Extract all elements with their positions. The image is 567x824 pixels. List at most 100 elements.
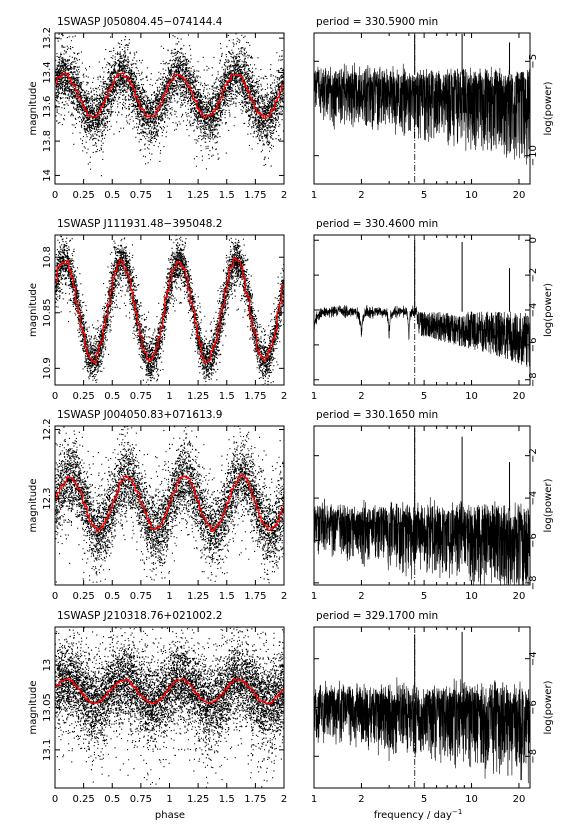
frequency-axis-label-exponent: −1: [452, 808, 462, 816]
periodogram-frame: [313, 425, 531, 586]
power-tick-label: −4: [528, 491, 539, 506]
magnitude-tick-label: 12.2: [42, 418, 53, 440]
magnitude-axis-label: magnitude: [28, 283, 39, 337]
phase-tick-label: 0.25: [72, 190, 94, 201]
magnitude-tick-label: 13: [42, 659, 53, 672]
periodogram-panel-2: 1 2 5 10 20 0 −2 −4 −6 −8 log(power) period = 330.4…: [311, 218, 554, 402]
periodogram-panel-3: 1 2 5 10 20 −2 −4 −6 −8 log(power) period = 330.16…: [311, 409, 554, 602]
frequency-tick-label: 2: [358, 794, 364, 805]
photometry-points: [55, 33, 284, 177]
magnitude-tick-label: 13.8: [42, 130, 53, 152]
magnitude-tick-label: 13.4: [42, 61, 53, 83]
magnitude-axis-label: magnitude: [28, 478, 39, 532]
phase-tick-label: 0.5: [104, 391, 120, 402]
phase-tick-label: 0: [52, 190, 58, 201]
period-title: period = 330.4600 min: [316, 218, 438, 230]
frequency-tick-label: 5: [421, 794, 427, 805]
frequency-tick-label: 2: [358, 391, 364, 402]
phase-tick-label: 2: [281, 391, 287, 402]
phase-tick-label: 0.5: [104, 190, 120, 201]
phase-tick-label: 1.75: [244, 591, 266, 602]
power-tick-label: −2: [528, 268, 539, 283]
lightcurve-panel-1: 0 0.25 0.5 0.75 1 1.25 1.5 1.75 2 13.2 13.4 13.6 13.…: [28, 16, 287, 201]
frequency-tick-label: 20: [513, 391, 526, 402]
phase-tick-label: 0.5: [104, 794, 120, 805]
power-tick-label: −2: [528, 448, 539, 463]
frequency-tick-label: 2: [358, 591, 364, 602]
power-tick-label: −10: [528, 145, 539, 166]
phase-tick-label: 1.25: [187, 591, 209, 602]
frequency-tick-label: 5: [421, 190, 427, 201]
phase-tick-label: 0: [52, 591, 58, 602]
frequency-axis-label: frequency / day−1: [374, 808, 463, 821]
phase-tick-label: 2: [281, 591, 287, 602]
phase-tick-label: 1: [166, 391, 172, 402]
frequency-tick-label: 10: [465, 794, 478, 805]
photometry-points: [55, 426, 284, 585]
power-tick-label: −8: [528, 372, 539, 387]
phase-tick-label: 1.75: [244, 391, 266, 402]
phase-tick-label: 1.5: [219, 794, 235, 805]
magnitude-tick-label: 13.6: [42, 96, 53, 118]
period-title: period = 330.1650 min: [316, 409, 438, 421]
frequency-tick-label: 1: [311, 794, 317, 805]
frequency-tick-label: 20: [513, 591, 526, 602]
period-title: period = 329.1700 min: [316, 610, 438, 622]
frequency-tick-label: 5: [421, 391, 427, 402]
power-tick-label: −5: [528, 54, 539, 69]
magnitude-tick-label: 14: [42, 169, 53, 182]
period-title: period = 330.5900 min: [316, 16, 438, 28]
frequency-tick-label: 20: [513, 794, 526, 805]
phase-tick-label: 1.5: [219, 190, 235, 201]
phase-tick-label: 0.25: [72, 391, 94, 402]
phase-tick-label: 1: [166, 190, 172, 201]
star-name-title: 1SWASP J111931.48−395048.2: [57, 218, 222, 230]
magnitude-tick-label: 12.3: [42, 487, 53, 509]
phase-tick-label: 1: [166, 794, 172, 805]
power-axis-label: log(power): [543, 81, 554, 135]
frequency-tick-label: 2: [358, 190, 364, 201]
phase-axis-label: phase: [155, 810, 185, 821]
power-spectrum-line: [314, 496, 530, 585]
power-spectrum-line: [314, 677, 530, 784]
phase-tick-label: 0.75: [130, 794, 152, 805]
periodogram-frame: [313, 32, 531, 185]
frequency-tick-label: 5: [421, 591, 427, 602]
magnitude-tick-label: 13.1: [42, 739, 53, 761]
periodogram-panel-1: 1 2 5 10 20 −5 −10 log(power) period = 330.5900 …: [311, 16, 554, 201]
binned-mean-line: [55, 678, 284, 705]
power-tick-label: −6: [528, 700, 539, 715]
frequency-tick-label: 20: [513, 190, 526, 201]
photometry-points: [55, 627, 284, 788]
frequency-tick-label: 1: [311, 391, 317, 402]
phase-tick-label: 1.5: [219, 391, 235, 402]
phase-tick-label: 1.25: [187, 794, 209, 805]
power-axis-label: log(power): [543, 680, 554, 734]
lightcurve-panel-2: 0 0.25 0.5 0.75 1 1.25 1.5 1.75 2 10.8 10.85 10.9 ma…: [28, 218, 287, 402]
power-axis-label: log(power): [543, 478, 554, 532]
star-name-title: 1SWASP J004050.83+071613.9: [57, 409, 222, 421]
phase-tick-label: 0: [52, 391, 58, 402]
power-tick-label: −4: [528, 303, 539, 318]
star-name-title: 1SWASP J050804.45−074144.4: [57, 16, 223, 28]
power-tick-label: 0: [528, 237, 539, 243]
frequency-axis-label-base: frequency / day: [374, 810, 452, 821]
phase-tick-label: 1.25: [187, 190, 209, 201]
star-name-title: 1SWASP J210318.76+021002.2: [57, 610, 222, 622]
phase-tick-label: 1.25: [187, 391, 209, 402]
phase-tick-label: 0.75: [130, 591, 152, 602]
power-tick-label: −6: [528, 338, 539, 353]
binned-mean-line: [55, 474, 284, 533]
magnitude-axis-label: magnitude: [28, 680, 39, 734]
power-spectrum-line: [314, 304, 530, 368]
power-axis-label: log(power): [543, 283, 554, 337]
lightcurve-panel-4: 0 0.25 0.5 0.75 1 1.25 1.5 1.75 2 13 13.05 13.1magn…: [28, 610, 287, 805]
phase-tick-label: 1.75: [244, 190, 266, 201]
phase-tick-label: 1.5: [219, 591, 235, 602]
magnitude-tick-label: 13.2: [42, 27, 53, 49]
phase-tick-label: 2: [281, 794, 287, 805]
phase-tick-label: 0.25: [72, 794, 94, 805]
phase-tick-label: 0.75: [130, 190, 152, 201]
frequency-tick-label: 1: [311, 591, 317, 602]
